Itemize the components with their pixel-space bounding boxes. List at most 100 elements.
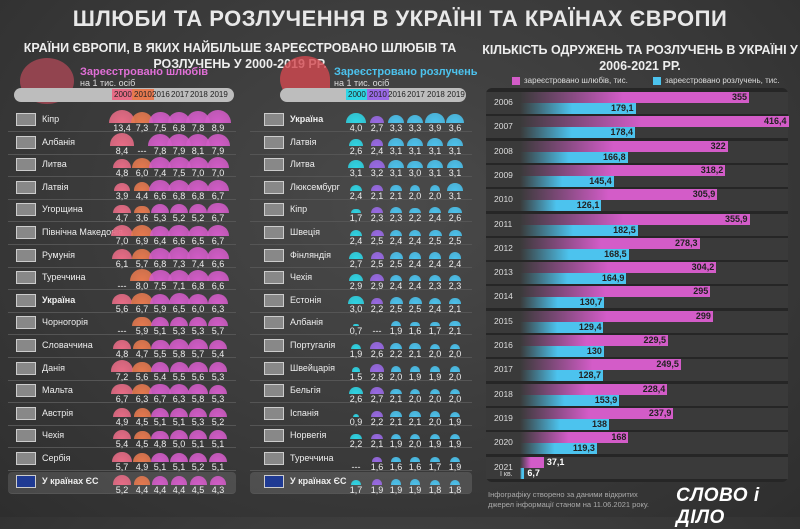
value-bubble [371, 433, 383, 440]
value-bubble [370, 139, 384, 146]
value-bubble [187, 157, 209, 169]
country-name: Румунія [42, 249, 76, 260]
year-header-2017: 2017 [171, 90, 189, 99]
value-label: 6,4 [153, 236, 167, 246]
year-header-2000: 2000 [346, 89, 368, 100]
value-label: 3,1 [389, 145, 403, 156]
value-bubble [349, 138, 363, 146]
value-label: 2,5 [428, 236, 442, 246]
czechia-flag-icon [264, 271, 284, 285]
value-bubble [188, 293, 208, 304]
marriage-bar [520, 407, 674, 419]
year-header-2018: 2018 [190, 90, 208, 99]
value-label: 5,8 [191, 394, 205, 405]
value-bubble [389, 297, 403, 304]
year-note: І кв. [500, 470, 513, 478]
divorce-value-label: 126,1 [576, 200, 600, 211]
spain-flag-icon [264, 406, 284, 420]
value-label: 7,5 [153, 281, 167, 292]
value-bubble [150, 452, 170, 462]
marriage-value-label: 249,5 [656, 359, 679, 370]
right-subtitle: КІЛЬКІСТЬ ОДРУЖЕНЬ ТА РОЗЛУЧЕНЬ В УКРАЇН… [482, 43, 798, 73]
marriage-value-label: 295 [693, 286, 709, 297]
legend-marriage-label: зареєстровано шлюбів, тис. [524, 76, 628, 85]
table-row [250, 178, 472, 200]
value-bubble [428, 207, 442, 214]
value-label: 5,1 [172, 462, 186, 472]
value-label: 1,6 [389, 462, 403, 472]
value-bubble [168, 225, 190, 236]
value-bubble [168, 383, 190, 395]
value-bubble [390, 321, 402, 327]
value-bubble [348, 273, 364, 282]
turkey-flag-icon [16, 271, 36, 285]
country-name: Швейцарія [290, 362, 335, 373]
divorce-bar [520, 346, 604, 357]
ukraine-flag-icon [264, 113, 284, 126]
country-name: Естонія [290, 294, 322, 305]
country-name: Норвегія [290, 430, 327, 441]
value-label: 1,9 [389, 326, 403, 337]
value-label: 5,1 [153, 416, 167, 427]
value-label: 2,0 [448, 349, 462, 359]
value-bubble [409, 185, 421, 191]
marriage-bar [520, 432, 629, 444]
value-bubble [371, 297, 383, 304]
north-macedonia-flag-icon [16, 226, 36, 239]
value-bubble [112, 430, 132, 440]
value-label: 0,7 [349, 326, 363, 337]
value-label: 2,0 [389, 371, 403, 382]
value-bubble [168, 180, 190, 191]
value-label: 2,4 [428, 213, 442, 224]
year-label: 2014 [494, 291, 513, 302]
value-bubble [149, 225, 171, 236]
country-name: Данія [42, 362, 65, 373]
divorce-bar [520, 127, 636, 139]
value-bubble [408, 274, 422, 282]
value-label: 1,8 [428, 484, 442, 495]
table-row [8, 313, 236, 336]
value-label: 7,9 [211, 145, 225, 156]
value-label: 7,5 [172, 168, 186, 179]
value-label: 4,5 [191, 484, 205, 495]
value-bubble [409, 434, 421, 440]
year-label: 2009 [494, 169, 513, 180]
value-bubble [371, 185, 383, 191]
divorce-value-label: 129,4 [578, 321, 602, 332]
value-label: 3,1 [448, 145, 462, 156]
value-label: 4,7 [115, 213, 129, 224]
value-bubble [448, 229, 462, 236]
value-bubble [133, 476, 151, 485]
latvia-flag-icon [264, 135, 284, 149]
value-label: 1,6 [408, 462, 422, 472]
value-bubble [150, 204, 170, 214]
value-bubble [429, 185, 441, 191]
value-label: 1,9 [389, 484, 403, 495]
value-label: 5,1 [172, 416, 186, 427]
value-bubble [208, 452, 228, 462]
value-bubble [449, 411, 461, 417]
marriage-value-label: 304,2 [691, 262, 715, 273]
value-label: 5,9 [135, 326, 149, 337]
year-label: 2016 [494, 340, 513, 350]
table-row [8, 155, 236, 178]
table-row [8, 268, 236, 291]
value-bubble [111, 383, 133, 395]
eu-flag-icon [264, 474, 284, 488]
value-label: 6,8 [172, 123, 186, 133]
table-row [250, 381, 472, 404]
country-name: Північна Македонія [42, 227, 123, 237]
montenegro-flag-icon [16, 316, 36, 330]
malta-flag-icon [16, 384, 36, 398]
value-bubble [168, 293, 190, 304]
divorce-bar [520, 224, 638, 236]
divorce-bar [520, 103, 636, 114]
value-bubble [447, 137, 463, 146]
value-label: 5,4 [115, 439, 129, 450]
value-bubble [391, 457, 401, 462]
value-label: 6,9 [135, 236, 149, 246]
value-label: 2,1 [389, 190, 403, 201]
value-bubble [109, 133, 135, 146]
divorce-unit: на 1 тис. осіб [334, 78, 390, 88]
value-label: 5,3 [191, 326, 205, 337]
